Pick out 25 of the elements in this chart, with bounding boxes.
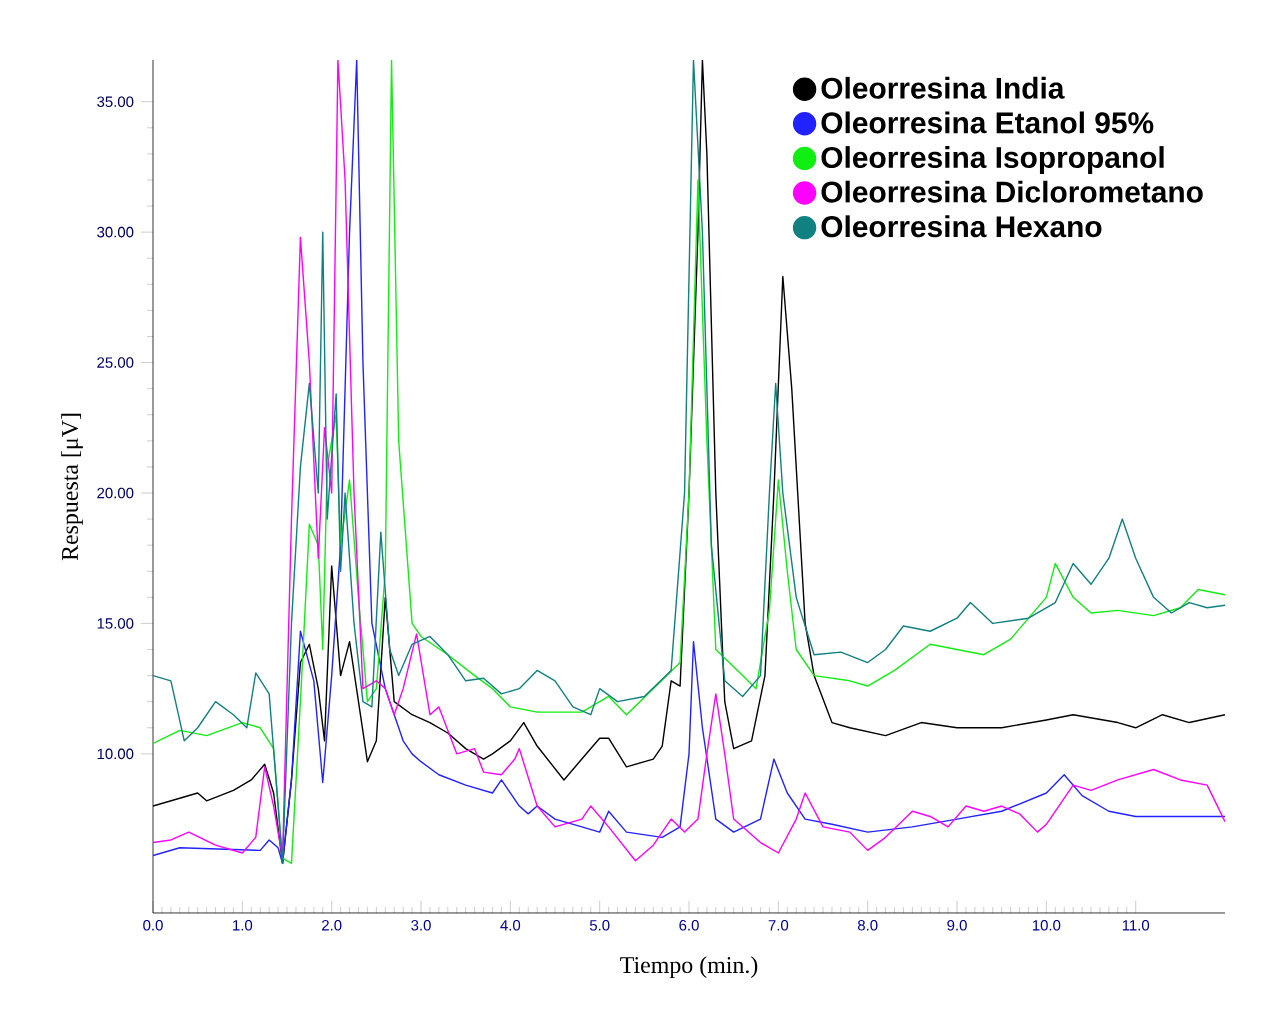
y-tick-label: 15.00	[97, 618, 134, 629]
x-tick-label: 3.0	[411, 920, 431, 931]
y-tick-label: 35.00	[97, 96, 134, 108]
y-tick-label: 10.00	[97, 748, 134, 760]
y-tick-label: 30.00	[97, 226, 134, 238]
legend-label: Oleorresina India	[821, 76, 1065, 99]
x-tick-label: 10.0	[1032, 920, 1061, 931]
y-tick-label: 20.00	[97, 487, 134, 499]
x-axis-title: Tiempo (min.)	[620, 956, 758, 978]
x-tick-label: 9.0	[947, 920, 967, 931]
x-tick-label: 4.0	[500, 920, 521, 931]
x-tick-label: 1.0	[233, 920, 253, 931]
legend-label: Oleorresina Etanol 95%	[821, 111, 1154, 134]
x-tick-label: 8.0	[857, 920, 878, 931]
y-tick-label: 25.00	[97, 357, 134, 368]
x-tick-label: 11.0	[1122, 920, 1150, 931]
x-tick-label: 0.0	[143, 920, 163, 931]
legend-label: Oleorresina Hexano	[821, 215, 1102, 238]
x-tick-label: 6.0	[679, 920, 699, 931]
legend-label: Oleorresina Diclorometano	[821, 180, 1203, 203]
x-tick-label: 2.0	[322, 920, 342, 931]
x-tick-label: 7.0	[768, 920, 789, 931]
legend-label: Oleorresina Isopropanol	[821, 146, 1164, 174]
y-axis-title: Respuesta [μV]	[61, 413, 83, 561]
x-tick-label: 5.0	[589, 920, 610, 931]
